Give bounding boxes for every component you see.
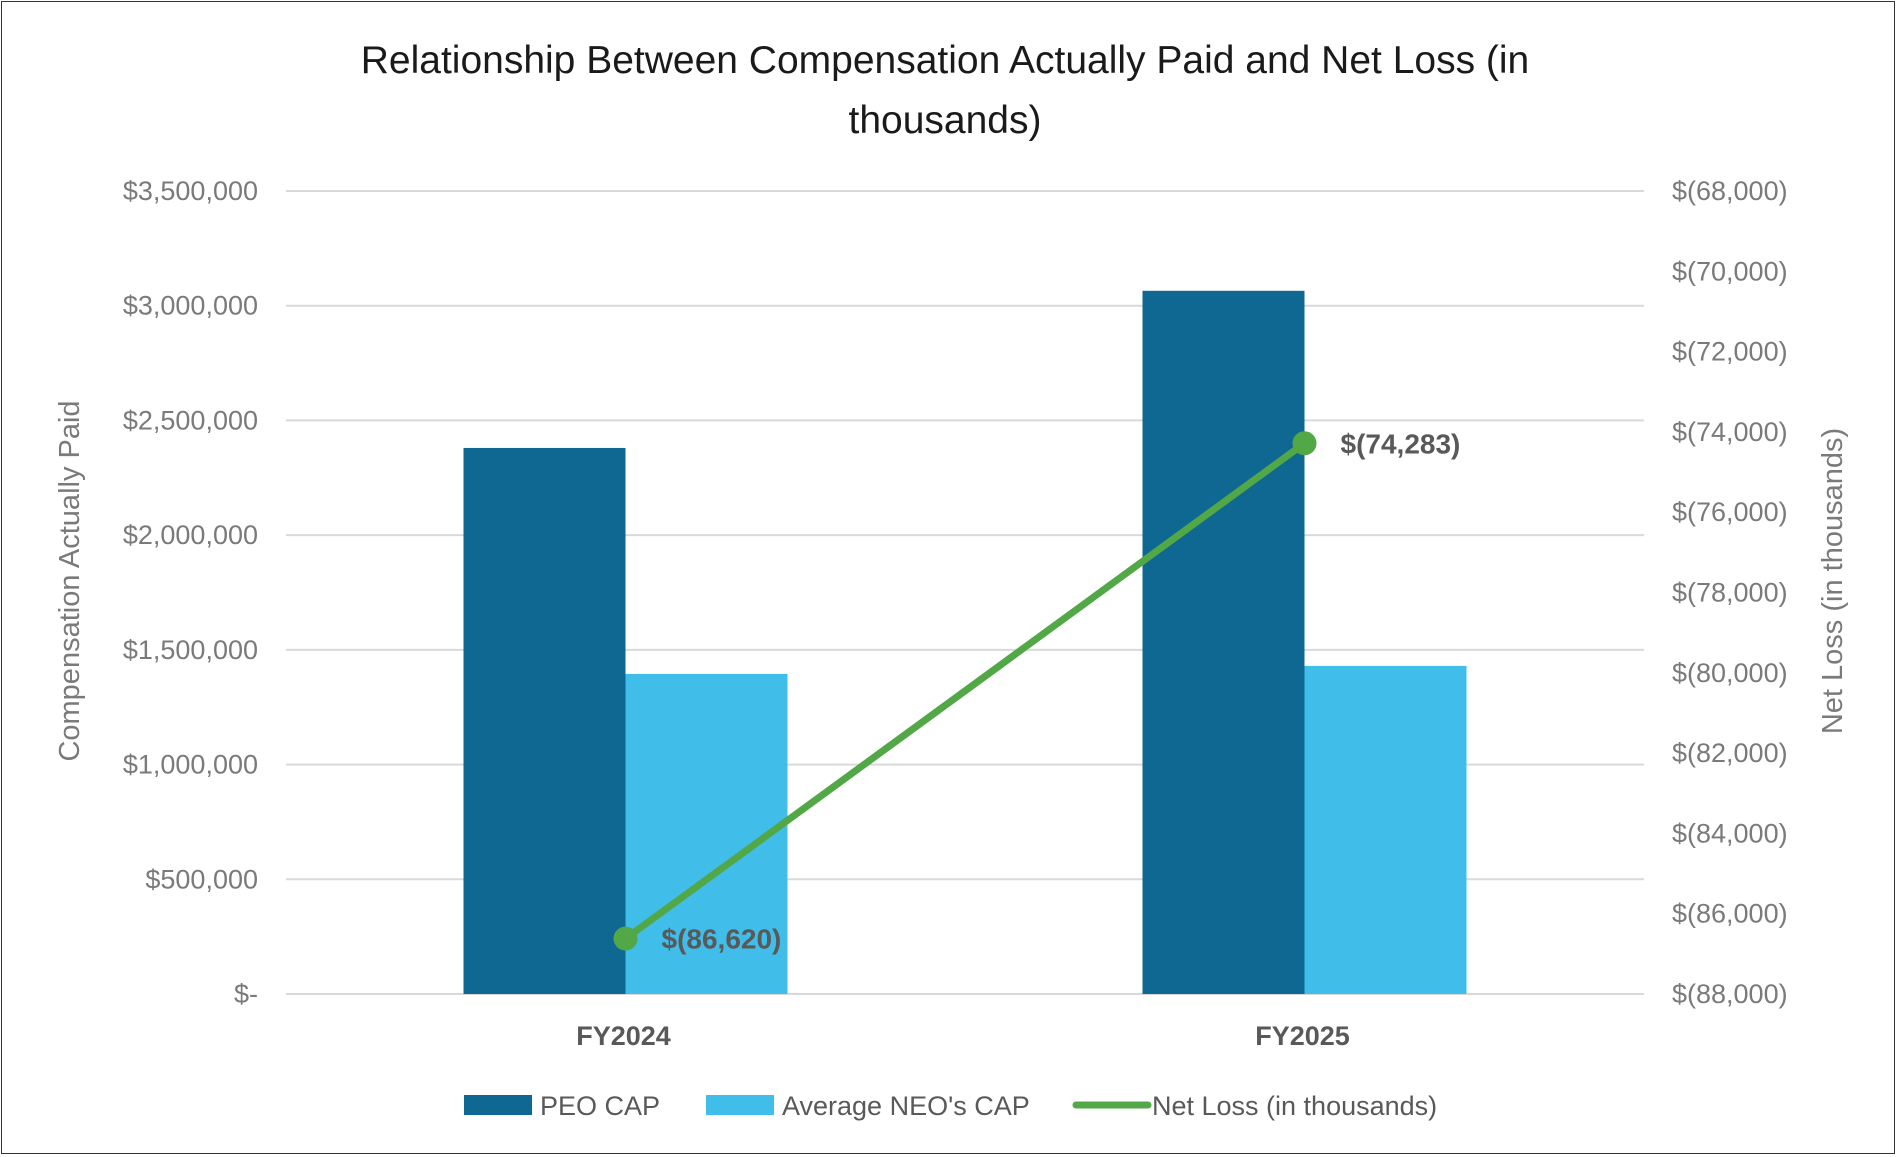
right-axis-ticks: $(88,000) $(86,000) $(84,000) $(82,000) $(80…	[1672, 176, 1788, 1009]
net-loss-line: $(86,620) $(74,283)	[613, 428, 1461, 955]
left-axis-title: Compensation Actually Paid	[54, 400, 86, 761]
legend-swatch-average-neo-s-cap	[706, 1095, 774, 1115]
bar-average-neo-s-cap-fy2024	[625, 673, 788, 994]
right-tick-label: $(88,000)	[1672, 979, 1788, 1009]
left-tick-label: $2,000,000	[123, 520, 258, 550]
right-tick-label: $(74,000)	[1672, 417, 1788, 447]
right-tick-label: $(72,000)	[1672, 337, 1788, 367]
right-axis-title: Net Loss (in thousands)	[1817, 428, 1849, 734]
net-loss-point	[1292, 431, 1317, 456]
net-loss-point	[613, 926, 638, 951]
legend-label-net-loss-in-thousands-: Net Loss (in thousands)	[1152, 1091, 1437, 1121]
legend: PEO CAP Average NEO's CAP Net Loss (in tho…	[464, 1091, 1437, 1121]
right-tick-label: $(76,000)	[1672, 497, 1788, 527]
chart-title-line-2: thousands)	[849, 99, 1042, 142]
legend-label-peo-cap: PEO CAP	[540, 1091, 660, 1121]
chart-title-line-1: Relationship Between Compensation Actual…	[361, 39, 1530, 82]
left-tick-label: $3,500,000	[123, 176, 258, 206]
left-axis-ticks: $- $500,000 $1,000,000 $1,500,000 $2,000,000…	[123, 176, 258, 1009]
right-tick-label: $(80,000)	[1672, 658, 1788, 688]
left-tick-label: $1,000,000	[123, 750, 258, 780]
legend-swatch-peo-cap	[464, 1095, 532, 1115]
legend-label-average-neo-s-cap: Average NEO's CAP	[782, 1091, 1030, 1121]
category-label: FY2025	[1255, 1021, 1350, 1051]
right-tick-label: $(86,000)	[1672, 899, 1788, 929]
right-tick-label: $(84,000)	[1672, 818, 1788, 848]
category-label: FY2024	[576, 1021, 671, 1051]
net-loss-data-label: $(74,283)	[1341, 428, 1461, 459]
net-loss-line-path	[622, 439, 1308, 943]
left-tick-label: $500,000	[145, 864, 258, 894]
bar-peo-cap-fy2024	[463, 447, 626, 995]
right-tick-label: $(70,000)	[1672, 256, 1788, 286]
right-tick-label: $(82,000)	[1672, 738, 1788, 768]
bar-peo-cap-fy2025	[1142, 290, 1305, 995]
left-tick-label: $2,500,000	[123, 405, 258, 435]
bar-average-neo-s-cap-fy2025	[1304, 665, 1467, 994]
bars	[463, 290, 1467, 995]
net-loss-data-label: $(86,620)	[662, 924, 782, 955]
left-tick-label: $-	[234, 979, 258, 1009]
category-labels: FY2024 FY2025	[576, 1021, 1350, 1051]
right-tick-label: $(78,000)	[1672, 578, 1788, 608]
left-tick-label: $3,000,000	[123, 291, 258, 321]
left-tick-label: $1,500,000	[123, 635, 258, 665]
right-tick-label: $(68,000)	[1672, 176, 1788, 206]
